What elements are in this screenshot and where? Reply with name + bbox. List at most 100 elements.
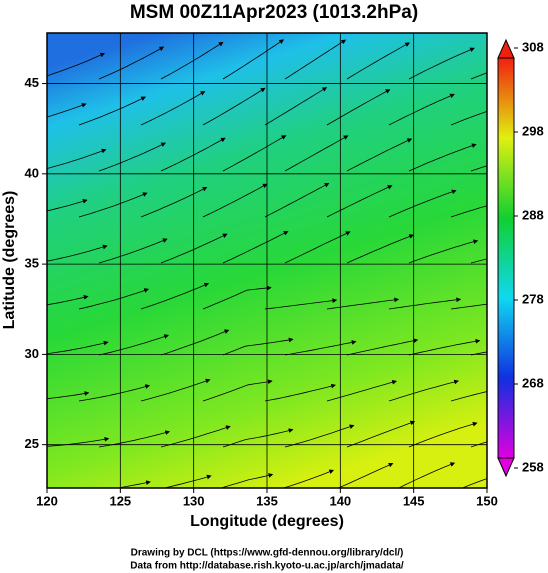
streamline	[533, 159, 548, 171]
streamline	[282, 469, 335, 488]
streamline	[451, 33, 452, 34]
streamline	[533, 348, 548, 355]
streamline	[470, 258, 487, 264]
streamline	[284, 135, 349, 172]
streamline	[98, 334, 169, 356]
x-tick-label: 130	[183, 493, 205, 508]
streamline	[47, 199, 88, 212]
streamline	[222, 135, 287, 172]
streamline	[140, 187, 208, 218]
streamline	[222, 428, 294, 448]
streamline	[202, 285, 272, 310]
streamline	[47, 148, 107, 169]
streamline	[47, 103, 87, 118]
streamline	[78, 288, 149, 310]
streamline	[115, 480, 151, 488]
streamline	[160, 233, 228, 264]
x-tick-label: 150	[476, 493, 498, 508]
streamline	[78, 384, 151, 402]
streamline	[388, 379, 459, 402]
streamline	[78, 96, 147, 126]
x-tick-label: 140	[329, 493, 351, 508]
streamline	[264, 87, 328, 126]
y-tick-label: 40	[25, 165, 39, 180]
x-axis-label: Longitude (degrees)	[190, 513, 344, 530]
streamline	[470, 72, 487, 80]
streamline	[513, 481, 548, 493]
y-axis-label: Latitude (degrees)	[1, 191, 18, 330]
streamline	[222, 337, 294, 356]
streamline	[388, 297, 462, 310]
streamline	[47, 436, 110, 447]
streamline	[47, 295, 89, 306]
streamline	[408, 143, 477, 172]
streamline	[337, 462, 394, 488]
colorbar-tick-label: 288	[522, 207, 544, 222]
streamline	[470, 165, 487, 172]
colorbar-tick-label: 278	[522, 291, 544, 306]
streamline	[98, 46, 165, 80]
streamline	[346, 338, 419, 356]
streamline	[98, 238, 168, 264]
colorbar-tick-label: 298	[522, 123, 544, 138]
streamline	[470, 441, 487, 448]
streamline	[78, 192, 148, 218]
streamline	[326, 89, 391, 126]
credit: Data from http://database.rish.kyoto-u.a…	[130, 561, 404, 572]
streamline	[461, 478, 487, 488]
streamline	[346, 234, 415, 264]
y-tick-label: 35	[25, 256, 39, 271]
x-tick-label: 125	[109, 493, 131, 508]
streamline	[47, 52, 106, 77]
streamline	[264, 298, 338, 310]
colorbar	[497, 57, 515, 459]
streamline	[162, 474, 212, 488]
title: MSM 00Z11Apr2023 (1013.2hPa)	[130, 2, 418, 23]
streamline	[47, 340, 109, 355]
streamline	[284, 424, 355, 448]
y-tick-label: 30	[25, 346, 39, 361]
streamline	[326, 379, 397, 402]
streamline	[84, 487, 90, 488]
streamline	[264, 183, 330, 218]
streamline	[284, 340, 357, 356]
streamline	[160, 329, 230, 356]
colorbar-tick-label: 258	[522, 459, 544, 474]
streamline	[346, 42, 411, 80]
streamlines	[47, 33, 548, 493]
streamline	[533, 440, 548, 447]
streamline	[408, 421, 478, 448]
streamline	[326, 185, 393, 218]
x-tick-label: 145	[403, 493, 425, 508]
streamline	[47, 244, 108, 262]
streamline	[264, 383, 336, 402]
streamline	[533, 63, 548, 80]
streamline	[160, 41, 224, 80]
x-tick-label: 135	[256, 493, 278, 508]
streamline	[202, 87, 266, 126]
y-tick-label: 45	[25, 75, 39, 90]
colorbar-tick-label: 268	[522, 375, 544, 390]
colorbar-extend-bottom	[497, 457, 515, 478]
streamline	[408, 338, 481, 356]
streamline	[388, 93, 455, 126]
streamline	[450, 205, 487, 218]
streamline	[222, 231, 289, 264]
streamline	[388, 189, 457, 218]
streamline	[470, 351, 487, 356]
streamline	[202, 379, 273, 402]
streamline	[408, 239, 479, 264]
x-tick-label: 120	[36, 493, 58, 508]
streamline	[219, 473, 274, 488]
streamline	[98, 142, 167, 172]
streamline	[346, 420, 416, 448]
colorbar-extend-top	[497, 38, 515, 59]
streamline	[140, 91, 206, 126]
streamline	[450, 391, 487, 402]
streamline	[284, 231, 351, 264]
streamline	[202, 183, 268, 218]
y-tick-label: 25	[25, 436, 39, 451]
streamline	[47, 391, 90, 400]
streamline	[160, 425, 231, 448]
